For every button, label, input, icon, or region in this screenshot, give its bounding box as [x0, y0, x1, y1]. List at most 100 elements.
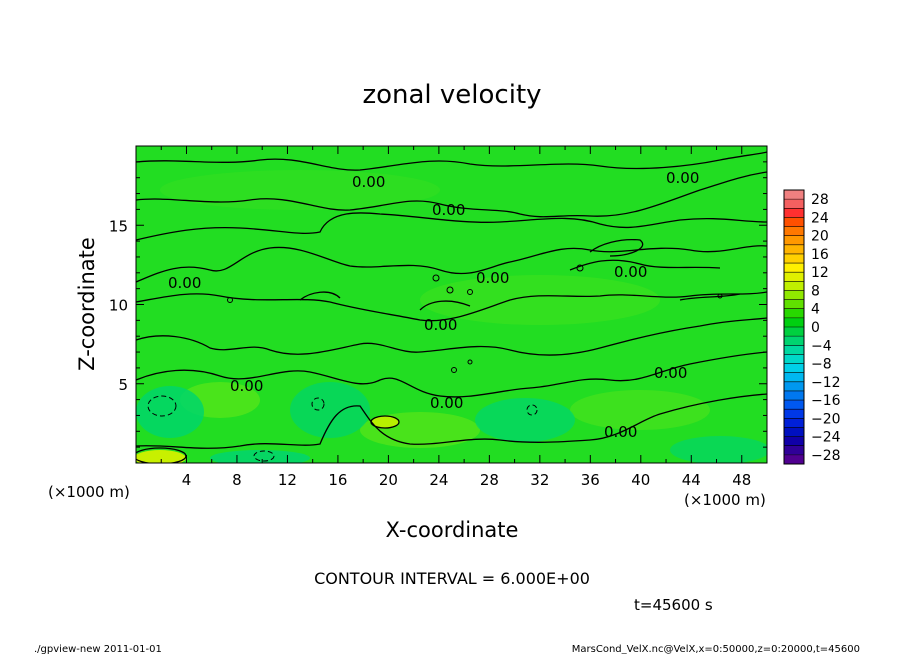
contour-line	[589, 238, 644, 257]
heatmap-field: 0.00 0.00 0.00 0.00 0.00 0.00 0.00 0.00 …	[136, 146, 767, 463]
negative-contour	[147, 395, 177, 417]
contour-label: 0.00	[168, 274, 201, 292]
colorbar-swatch	[784, 208, 804, 218]
y-axis-title: Z-coordinate	[75, 237, 99, 371]
field-patch	[420, 275, 660, 325]
contour-blob	[576, 264, 584, 272]
colorbar-label: 12	[811, 265, 829, 281]
contour-line	[299, 291, 341, 301]
contour-label: 0.00	[614, 263, 647, 281]
colorbar-labels: 28 24 20 16 12 8 4 0 −4 −8 −12 −16 −20 −24 −28	[811, 192, 841, 464]
x-tick-label: 44	[682, 471, 701, 489]
contour-label: 0.00	[476, 269, 509, 287]
x-tick-label: 8	[232, 471, 242, 489]
x-unit-label-left: (×1000 m)	[48, 483, 130, 501]
x-tick-label: 4	[182, 471, 192, 489]
field-patch-strong	[136, 450, 186, 463]
colorbar-swatch	[784, 217, 804, 227]
colorbar-label: −20	[811, 411, 841, 427]
x-unit-label-right: (×1000 m)	[684, 491, 766, 509]
colorbar-swatch	[784, 381, 804, 391]
colorbar-swatch	[784, 317, 804, 327]
colorbar-label: −24	[811, 430, 841, 446]
colorbar-swatch	[784, 244, 804, 254]
colorbar-label: −28	[811, 448, 841, 464]
colorbar-label: 8	[811, 283, 820, 299]
colorbar-label: −12	[811, 375, 841, 391]
x-tick-label: 32	[530, 471, 549, 489]
colorbar-label: 20	[811, 229, 829, 245]
contour-line	[569, 259, 721, 271]
contour-line	[136, 317, 767, 356]
colorbar-swatch	[784, 190, 804, 200]
colorbar-swatch	[784, 363, 804, 373]
contour-line	[136, 351, 767, 398]
colorbar-label: −4	[811, 338, 832, 354]
colorbar-swatch	[784, 327, 804, 337]
colorbar-swatch	[784, 418, 804, 428]
colorbar-frame	[783, 189, 805, 465]
colorbar-swatch	[784, 372, 804, 382]
x-tick-label: 36	[581, 471, 600, 489]
contour-blobs	[227, 264, 723, 373]
colorbar-swatch	[784, 290, 804, 300]
field-patch-strong	[371, 416, 399, 428]
y-tick-label: 5	[118, 376, 128, 394]
colorbar-swatch	[784, 263, 804, 273]
contour-interval-text: CONTOUR INTERVAL = 6.000E+00	[314, 569, 590, 588]
contour-line	[136, 245, 767, 283]
colorbar-swatch	[784, 345, 804, 355]
contour-label: 0.00	[654, 364, 687, 382]
field-patch-negative	[290, 382, 370, 438]
x-ticks: 4 8 12 16 20 24 28 32 36 40 44 48	[160, 146, 751, 489]
colorbar-swatch	[784, 281, 804, 291]
x-tick-label: 24	[429, 471, 448, 489]
colorbar-label: 28	[811, 192, 829, 208]
contour-label: 0.00	[666, 169, 699, 187]
contour-blob	[227, 297, 233, 303]
colorbar-swatch	[784, 272, 804, 282]
field-patch-negative	[475, 398, 575, 442]
contour-line	[136, 393, 767, 449]
contour-line	[136, 212, 767, 241]
footer-left: ./gpview-new 2011-01-01	[34, 644, 162, 654]
contour-blob	[446, 286, 454, 294]
contour-labels: 0.00 0.00 0.00 0.00 0.00 0.00 0.00 0.00 …	[168, 169, 699, 441]
colorbar-swatch	[784, 299, 804, 309]
colorbar-label: −8	[811, 357, 832, 373]
x-tick-label: 40	[631, 471, 650, 489]
colorbar-swatch	[784, 354, 804, 364]
contour-label: 0.00	[352, 173, 385, 191]
contour-line	[419, 300, 471, 311]
x-tick-label: 16	[328, 471, 347, 489]
x-axis-title: X-coordinate	[386, 518, 519, 542]
contour-blob	[467, 289, 473, 295]
contour-blob	[467, 359, 473, 365]
contour-blob	[451, 367, 457, 373]
colorbar-swatch	[784, 436, 804, 446]
contour-line	[370, 415, 400, 429]
contour-label: 0.00	[432, 201, 465, 219]
contour-line	[136, 171, 767, 218]
time-text: t=45600 s	[634, 596, 713, 614]
colorbar-label: −16	[811, 393, 841, 409]
x-tick-label: 28	[480, 471, 499, 489]
negative-contour	[526, 404, 538, 416]
negative-contour	[311, 397, 325, 411]
x-tick-label: 12	[278, 471, 297, 489]
colorbar-label: 16	[811, 247, 829, 263]
contour-line	[136, 151, 767, 171]
contour-line	[679, 293, 741, 301]
field-patch-negative	[670, 436, 767, 463]
x-tick-label: 48	[732, 471, 751, 489]
footer-right: MarsCond_VelX.nc@VelX,x=0:50000,z=0:2000…	[572, 644, 860, 654]
field-patch	[570, 390, 710, 430]
colorbar-swatch	[784, 336, 804, 346]
colorbar-swatch	[784, 427, 804, 437]
contour-label: 0.00	[230, 377, 263, 395]
field-patch	[160, 170, 440, 210]
colorbar-label: 4	[811, 302, 820, 318]
colorbar-swatch	[784, 235, 804, 245]
negative-contours	[147, 395, 538, 462]
